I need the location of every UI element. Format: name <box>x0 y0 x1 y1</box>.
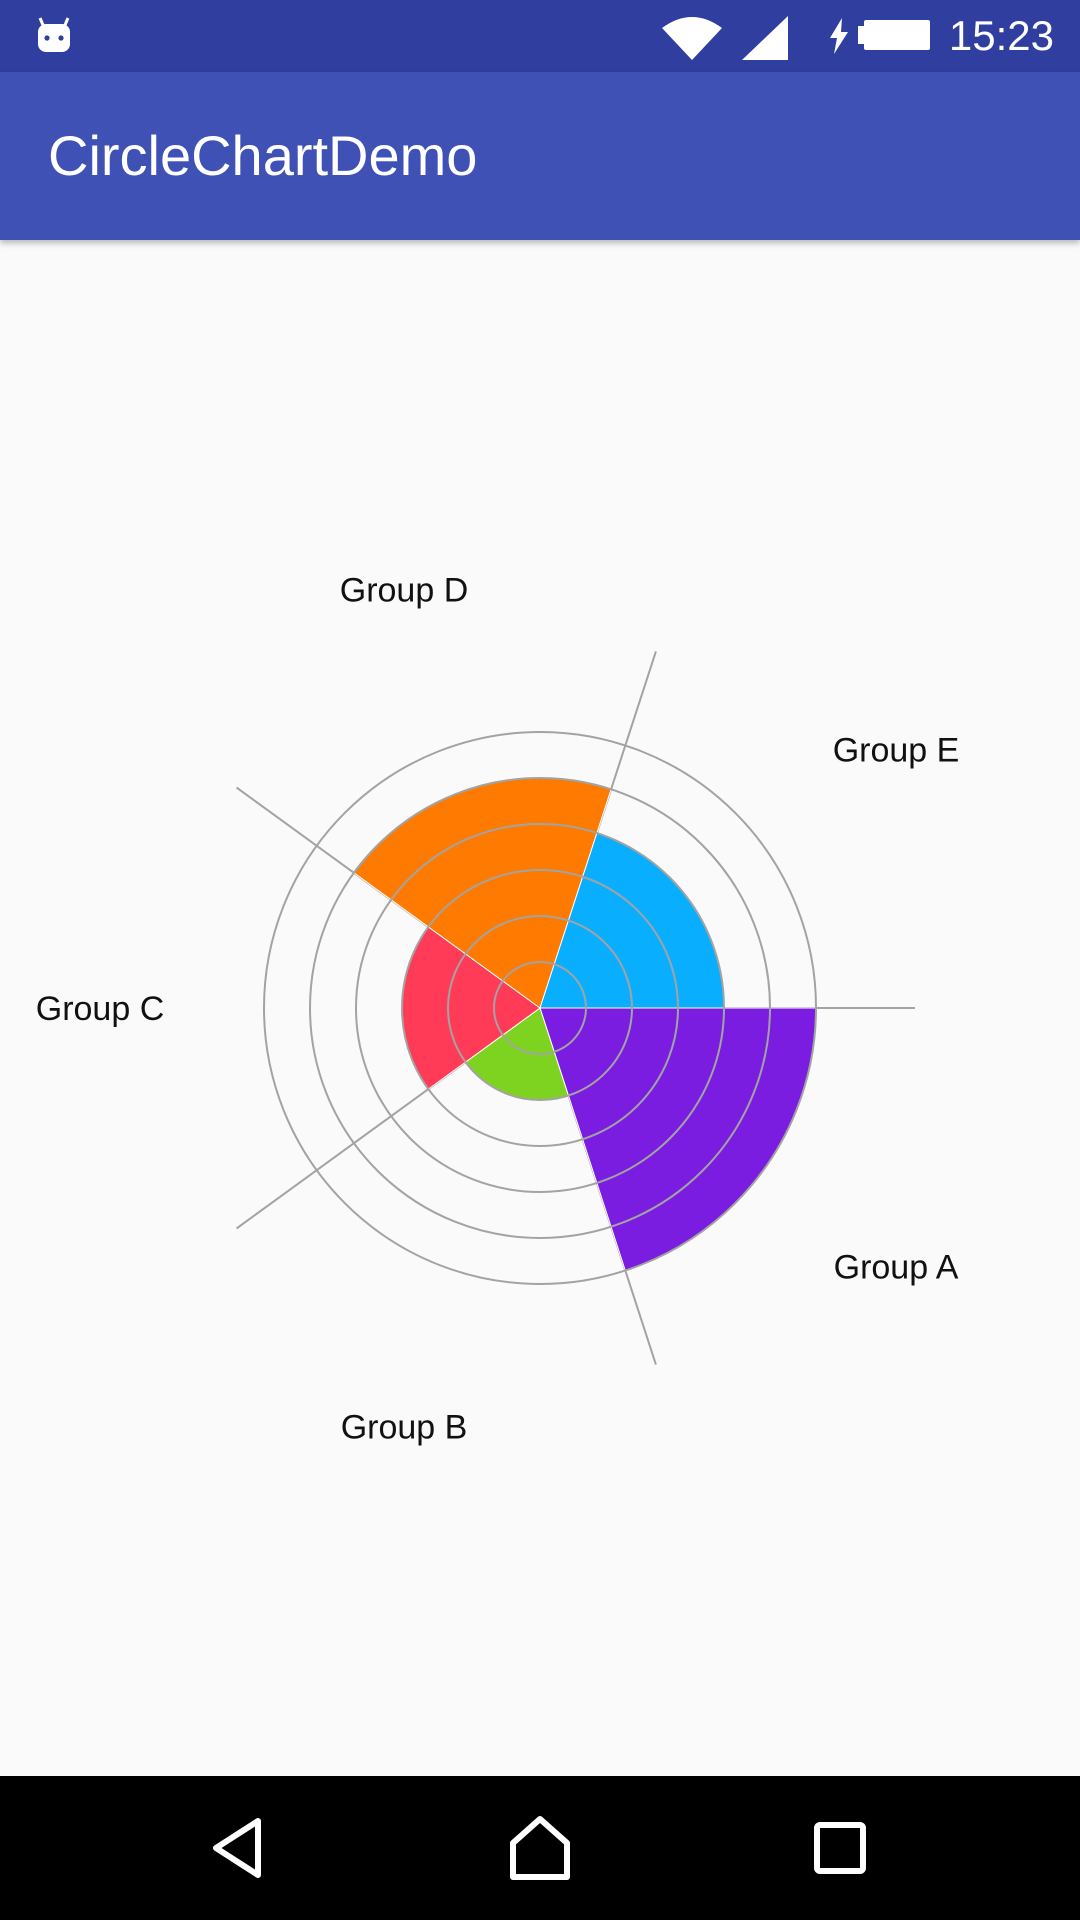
wifi-icon <box>662 17 722 60</box>
status-clock: 15:23 <box>948 12 1054 59</box>
back-button[interactable] <box>171 1776 311 1920</box>
category-label: Group A <box>834 1249 959 1287</box>
cell-signal-icon <box>742 16 788 60</box>
grid-ring <box>401 869 679 1147</box>
category-label: Group B <box>341 1409 468 1447</box>
grid-ring <box>309 777 771 1239</box>
polar-area-chart: Group A Group B Group C Group D Group E <box>36 572 960 1447</box>
category-label: Group C <box>36 990 165 1028</box>
back-icon <box>213 1818 261 1878</box>
chart-sectors <box>353 777 817 1272</box>
recents-button[interactable] <box>770 1776 910 1920</box>
chart-grid-rings <box>263 731 817 1285</box>
category-label: Group D <box>340 572 469 610</box>
app-bar: CircleChartDemo <box>0 72 1080 240</box>
app-title: CircleChartDemo <box>48 124 478 187</box>
grid-ring <box>493 961 587 1055</box>
category-label: Group E <box>833 731 960 769</box>
android-debug-icon <box>38 17 70 52</box>
recents-icon <box>814 1822 866 1874</box>
battery-icon <box>830 18 930 54</box>
home-button[interactable] <box>470 1776 610 1920</box>
status-bar: 15:23 <box>0 0 1080 72</box>
grid-ring <box>447 915 633 1101</box>
grid-ring <box>355 823 725 1193</box>
navigation-bar <box>0 1776 1080 1920</box>
chart-labels: Group A Group B Group C Group D Group E <box>36 572 960 1447</box>
grid-ring <box>263 731 817 1285</box>
home-icon <box>510 1816 570 1880</box>
